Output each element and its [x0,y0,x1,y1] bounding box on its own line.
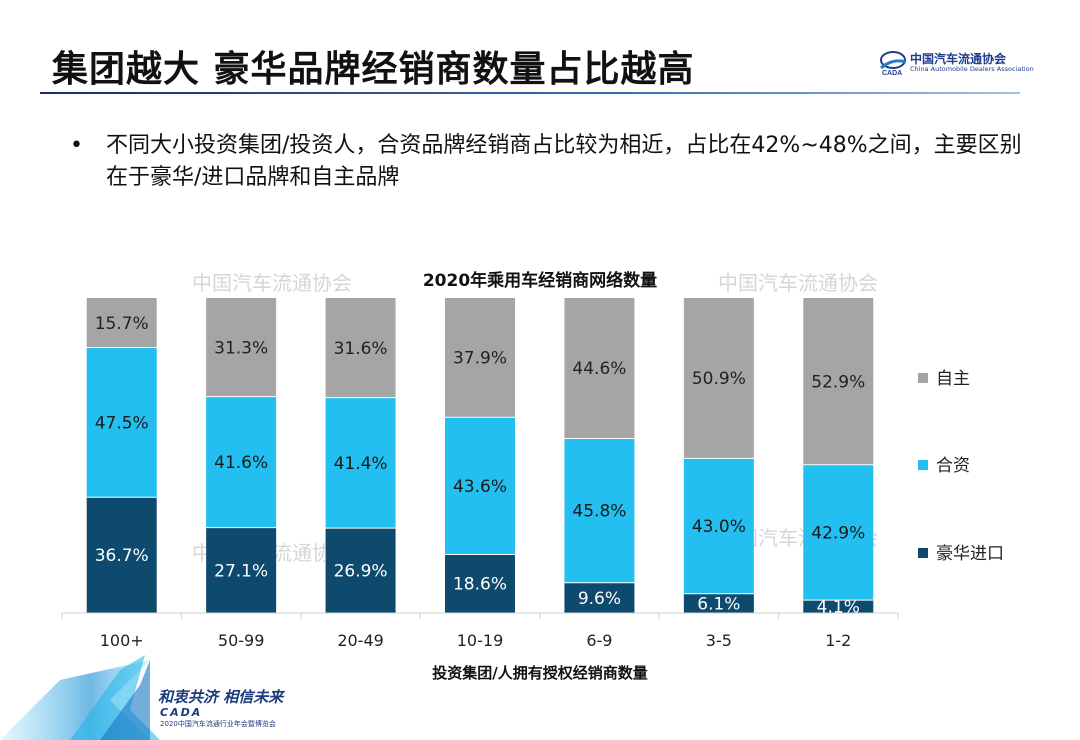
x-tick-label-20-49: 20-49 [337,631,384,650]
footer-slogan: 和衷共济 相信未来 [158,688,284,706]
bar-合资-6-9 [564,438,635,583]
legend-label-合资: 合资 [936,456,970,476]
data-label-豪华进口-50-99: 27.1% [214,561,268,581]
org-logo: CADA 中国汽车流通协会 China Automobile Dealers A… [878,48,1034,78]
page-title: 集团越大 豪华品牌经销商数量占比越高 [52,49,695,90]
data-label-自主-20-49: 31.6% [334,339,388,359]
data-label-合资-6-9: 45.8% [572,502,626,522]
data-label-合资-1-2: 42.9% [811,523,865,543]
bar-自主-50-99 [206,298,277,397]
bar-豪华进口-10-19 [445,554,515,613]
footer-decoration [0,655,160,740]
data-label-合资-3-5: 43.0% [692,517,746,537]
bar-合资-10-19 [445,417,515,555]
bar-自主-10-19 [445,298,515,418]
org-name-cn: 中国汽车流通协会 [910,52,1007,66]
bar-豪华进口-50-99 [206,527,277,613]
bar-豪华进口-20-49 [325,528,396,613]
bar-自主-1-2 [803,298,874,465]
bar-自主-20-49 [325,298,396,398]
x-tick-label-10-19: 10-19 [457,631,504,650]
data-label-豪华进口-3-5: 6.1% [697,594,740,614]
watermark-1: 中国汽车流通协会 [192,271,352,295]
data-label-豪华进口-20-49: 26.9% [334,562,388,582]
org-emblem-icon: CADA [880,51,907,76]
data-label-自主-6-9: 44.6% [572,359,626,379]
data-label-合资-100+: 47.5% [95,413,149,433]
data-label-豪华进口-100+: 36.7% [95,546,149,566]
bar-豪华进口-3-5 [683,593,754,613]
data-label-自主-10-19: 37.9% [453,349,507,369]
legend-swatch-自主 [918,373,928,383]
legend-swatch-合资 [918,460,928,470]
org-name-en: China Automobile Dealers Association [910,65,1034,73]
bullet-dot-icon: • [70,133,83,158]
legend-swatch-豪华进口 [918,548,928,558]
bar-豪华进口-6-9 [564,582,635,613]
data-label-豪华进口-6-9: 9.6% [578,589,621,609]
footer-brand: CADA [160,706,203,719]
legend-label-豪华进口: 豪华进口 [936,543,1004,564]
x-tick-label-1-2: 1-2 [825,631,851,650]
bars-layer: 36.7% 47.5% 15.7% 27.1% 41.6% 31.3% 26.9% 41.4%… [86,298,874,618]
bar-合资-20-49 [325,397,396,529]
svg-text:CADA: CADA [882,70,902,76]
data-label-豪华进口-10-19: 18.6% [453,575,507,595]
bar-自主-3-5 [683,298,754,459]
x-tick-label-50-99: 50-99 [218,631,265,650]
legend-label-自主: 自主 [936,369,970,389]
data-label-自主-3-5: 50.9% [692,369,746,389]
data-label-自主-1-2: 52.9% [811,372,865,392]
bar-豪华进口-1-2 [803,600,874,613]
bar-合资-100+ [86,347,157,498]
x-tick-label-100+: 100+ [100,631,144,650]
x-axis-label: 投资集团/人拥有授权经销商数量 [432,664,647,682]
bullet-text: 不同大小投资集团/投资人，合资品牌经销商占比较为相近，占比在42%~48%之间，… [106,133,1022,190]
bar-合资-50-99 [206,396,277,528]
chart-title: 2020年乘用车经销商网络数量 [423,270,657,291]
data-label-合资-20-49: 41.4% [334,454,388,474]
x-tick-label-6-9: 6-9 [586,631,612,650]
bar-合资-3-5 [683,458,754,594]
title-divider [40,92,1020,94]
footer-expo: 2020中国汽车流通行业年会暨博览会 [160,720,276,728]
data-label-自主-100+: 15.7% [95,314,149,334]
bar-豪华进口-100+ [86,497,157,613]
x-tick-label-3-5: 3-5 [706,631,732,650]
bar-合资-1-2 [803,464,874,601]
bar-自主-6-9 [564,298,635,439]
watermark-2: 中国汽车流通协会 [718,271,878,295]
data-label-合资-50-99: 41.6% [214,453,268,473]
x-ticks-layer: 100+ 50-99 20-49 10-19 6-9 3-5 1-2 [61,613,899,650]
data-label-自主-50-99: 31.3% [214,338,268,358]
data-label-合资-10-19: 43.6% [453,477,507,497]
bar-自主-100+ [86,298,157,348]
